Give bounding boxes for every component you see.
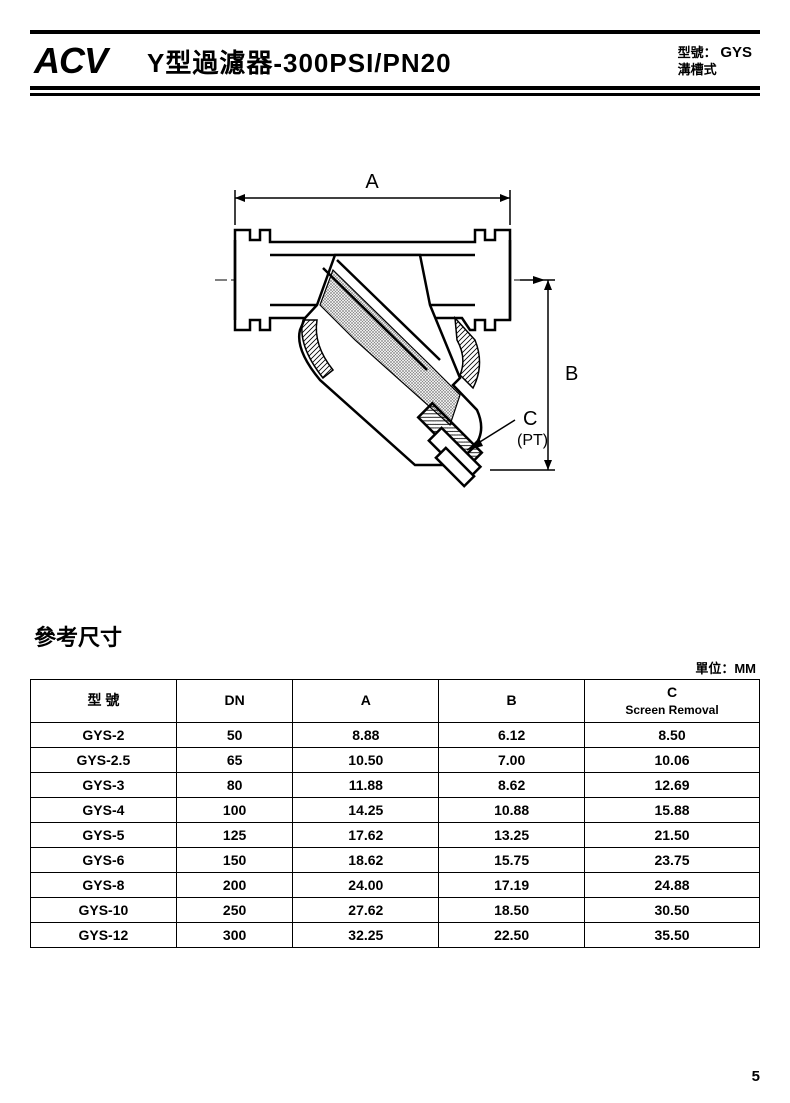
table-cell: 65 [176, 747, 293, 772]
table-cell: 6.12 [439, 722, 585, 747]
table-cell: GYS-4 [31, 797, 177, 822]
table-header-cell: DN [176, 680, 293, 723]
model-value: GYS [720, 44, 752, 61]
table-cell: 10.88 [439, 797, 585, 822]
table-cell: 24.00 [293, 872, 439, 897]
table-row: GYS-2508.886.128.50 [31, 722, 760, 747]
table-cell: GYS-5 [31, 822, 177, 847]
table-cell: 150 [176, 847, 293, 872]
table-header-row: 型 號DNABCScreen Removal [31, 680, 760, 723]
table-cell: 30.50 [585, 897, 760, 922]
table-cell: 24.88 [585, 872, 760, 897]
table-cell: 21.50 [585, 822, 760, 847]
table-cell: 35.50 [585, 922, 760, 947]
model-label: 型號： [678, 45, 717, 60]
table-cell: 8.62 [439, 772, 585, 797]
page-number: 5 [752, 1068, 760, 1085]
dim-label-a: A [365, 171, 379, 193]
y-strainer-diagram: A [205, 170, 585, 490]
table-header-cell: A [293, 680, 439, 723]
table-cell: GYS-10 [31, 897, 177, 922]
table-cell: GYS-12 [31, 922, 177, 947]
table-cell: 15.75 [439, 847, 585, 872]
table-cell: 80 [176, 772, 293, 797]
table-cell: GYS-2.5 [31, 747, 177, 772]
table-cell: 100 [176, 797, 293, 822]
diagram-container: A [30, 170, 760, 490]
table-cell: 200 [176, 872, 293, 897]
table-cell: 22.50 [439, 922, 585, 947]
table-header-cell: CScreen Removal [585, 680, 760, 723]
table-cell: 10.50 [293, 747, 439, 772]
table-row: GYS-410014.2510.8815.88 [31, 797, 760, 822]
table-cell: 125 [176, 822, 293, 847]
table-cell: 300 [176, 922, 293, 947]
dim-label-pt: (PT) [517, 432, 548, 449]
table-cell: 15.88 [585, 797, 760, 822]
table-cell: 11.88 [293, 772, 439, 797]
table-cell: 17.19 [439, 872, 585, 897]
table-row: GYS-615018.6215.7523.75 [31, 847, 760, 872]
table-cell: 7.00 [439, 747, 585, 772]
brand-logo: ACV [34, 40, 107, 82]
table-cell: 27.62 [293, 897, 439, 922]
table-cell: GYS-8 [31, 872, 177, 897]
table-header-cell: B [439, 680, 585, 723]
style-label: 溝槽式 [678, 62, 752, 79]
table-cell: 50 [176, 722, 293, 747]
dimensions-table: 型 號DNABCScreen Removal GYS-2508.886.128.… [30, 679, 760, 948]
table-cell: 17.62 [293, 822, 439, 847]
table-cell: 32.25 [293, 922, 439, 947]
table-cell: 18.50 [439, 897, 585, 922]
table-cell: 12.69 [585, 772, 760, 797]
table-row: GYS-1025027.6218.5030.50 [31, 897, 760, 922]
page-header: ACV Y型過濾器-300PSI/PN20 型號： GYS 溝槽式 [30, 30, 760, 90]
table-row: GYS-1230032.2522.5035.50 [31, 922, 760, 947]
table-cell: 8.50 [585, 722, 760, 747]
table-cell: 23.75 [585, 847, 760, 872]
table-header-cell: 型 號 [31, 680, 177, 723]
table-cell: GYS-3 [31, 772, 177, 797]
dim-label-c: C [523, 408, 537, 430]
table-cell: GYS-2 [31, 722, 177, 747]
section-title: 參考尺寸 [34, 620, 760, 652]
unit-label: 單位：MM [30, 658, 756, 677]
table-row: GYS-512517.6213.2521.50 [31, 822, 760, 847]
table-row: GYS-2.56510.507.0010.06 [31, 747, 760, 772]
model-meta: 型號： GYS 溝槽式 [678, 43, 752, 79]
table-cell: 250 [176, 897, 293, 922]
table-cell: 18.62 [293, 847, 439, 872]
table-cell: 10.06 [585, 747, 760, 772]
table-cell: 13.25 [439, 822, 585, 847]
table-row: GYS-38011.888.6212.69 [31, 772, 760, 797]
page-title: Y型過濾器-300PSI/PN20 [147, 43, 678, 80]
dim-label-b: B [565, 363, 578, 385]
table-cell: 8.88 [293, 722, 439, 747]
table-cell: GYS-6 [31, 847, 177, 872]
table-row: GYS-820024.0017.1924.88 [31, 872, 760, 897]
table-cell: 14.25 [293, 797, 439, 822]
